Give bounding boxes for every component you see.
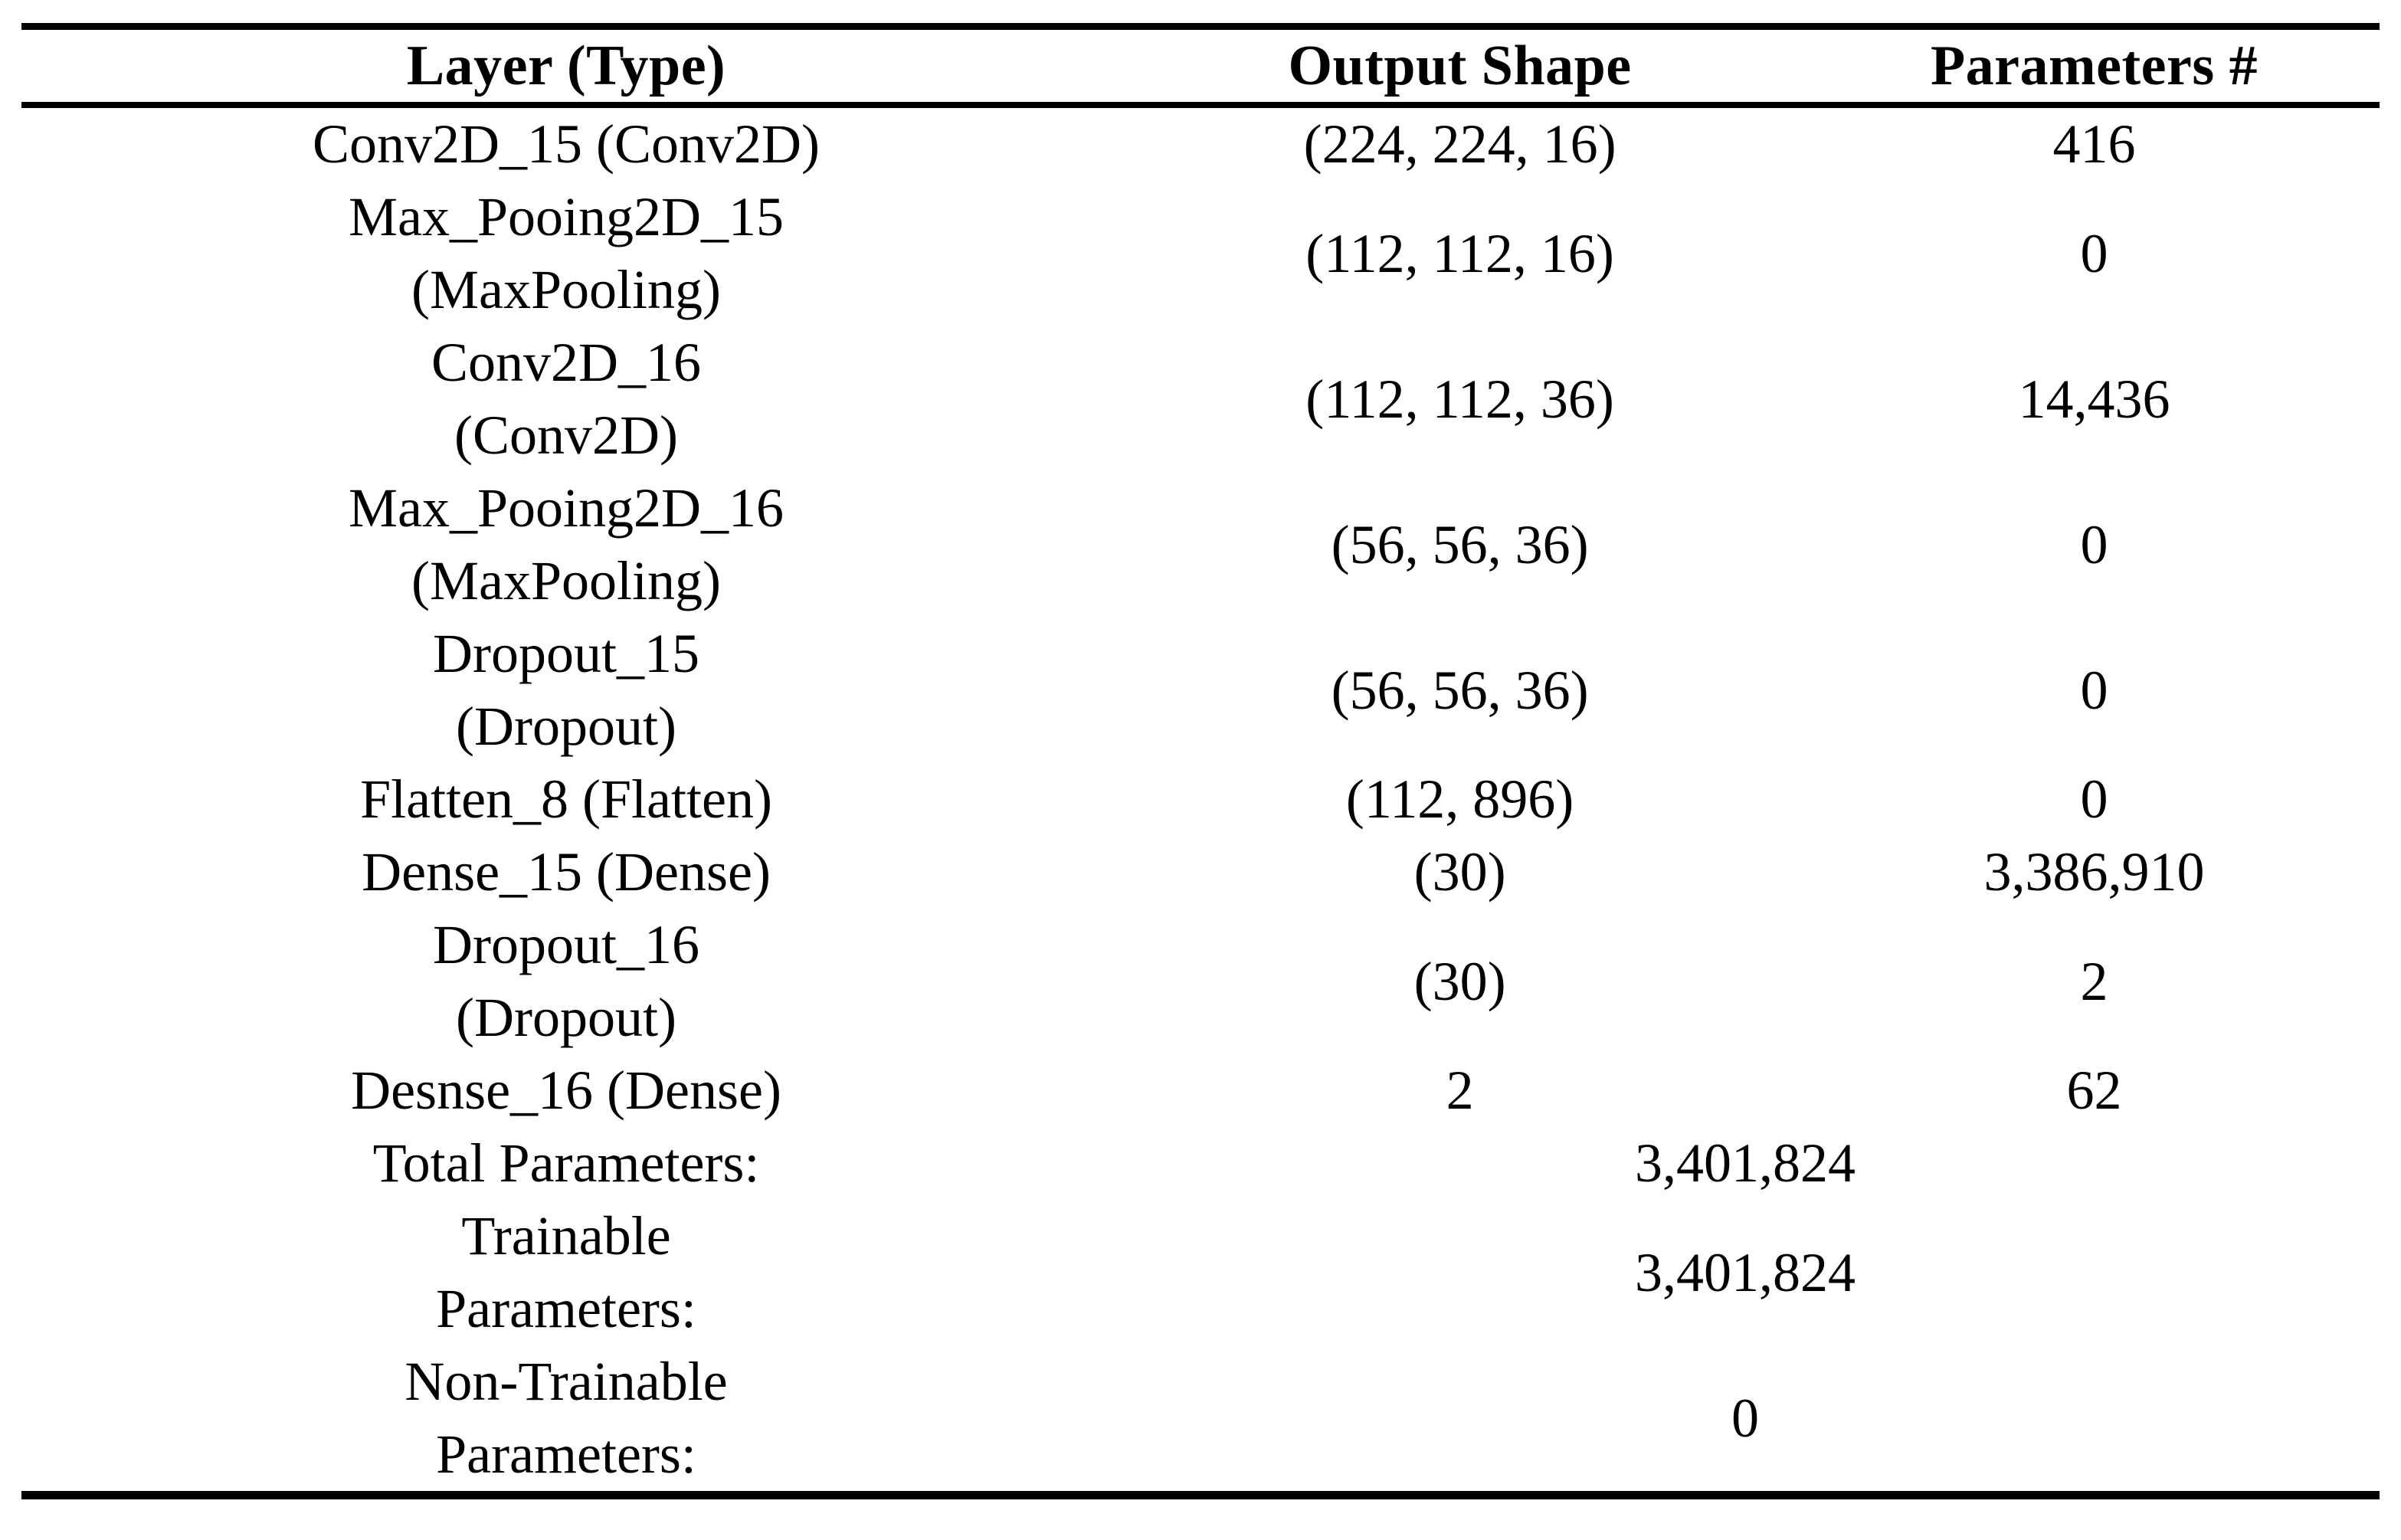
layer-type-cell: Conv2D_16 (Conv2D) [21, 326, 1111, 472]
table-row: Conv2D_15 (Conv2D) (224, 224, 16) 416 [21, 105, 2380, 181]
cell-line: (Dropout) [456, 987, 676, 1048]
cell-line: Dense_15 (Dense) [362, 841, 771, 903]
cell-line: 0 [2080, 222, 2108, 284]
cell-line: 0 [2080, 513, 2108, 575]
column-header-parameters: Parameters # [1809, 26, 2380, 108]
column-header-layer-type: Layer (Type) [21, 26, 1112, 108]
layer-type-cell: Dropout_15 (Dropout) [21, 618, 1111, 763]
parameters-cell: 0 [1809, 618, 2380, 763]
table-row: Dense_15 (Dense) (30) 3,386,910 [21, 836, 2380, 909]
cell-line: Parameters: [436, 1424, 696, 1485]
summary-value-cell: 0 [1111, 1345, 2380, 1496]
summary-label-cell: Trainable Parameters: [21, 1200, 1111, 1345]
table-row: Dropout_15 (Dropout) (56, 56, 36) 0 [21, 618, 2380, 763]
summary-value-cell: 3,401,824 [1111, 1127, 2380, 1200]
cell-line: Parameters: [436, 1278, 696, 1339]
cell-line: 416 [2052, 113, 2136, 175]
output-shape-cell: (112, 112, 36) [1111, 326, 1809, 472]
output-shape-cell: (30) [1111, 909, 1809, 1054]
header-row: Layer (Type) Output Shape Parameters # [21, 26, 2380, 108]
output-shape-cell: (56, 56, 36) [1111, 618, 1809, 763]
cell-line: 2 [1446, 1060, 1474, 1121]
output-shape-cell: (112, 112, 16) [1111, 181, 1809, 326]
cell-line: (MaxPooling) [411, 550, 721, 611]
table-body: Conv2D_15 (Conv2D) (224, 224, 16) 416 Max_P… [21, 105, 2380, 1496]
cell-line: (MaxPooling) [411, 259, 721, 320]
cell-line: 2 [2080, 950, 2108, 1012]
summary-row: Non-Trainable Parameters: 0 [21, 1345, 2380, 1496]
table-row: Desnse_16 (Dense) 2 62 [21, 1054, 2380, 1127]
layer-type-cell: Dense_15 (Dense) [21, 836, 1111, 909]
cell-line: 62 [2066, 1060, 2122, 1121]
table-header: Layer (Type) Output Shape Parameters # [21, 26, 2380, 108]
output-shape-cell: (112, 896) [1111, 763, 1809, 836]
output-shape-cell: (30) [1111, 836, 1809, 909]
cell-line: (30) [1413, 841, 1506, 903]
cell-line: (56, 56, 36) [1331, 659, 1589, 721]
cell-line: (30) [1413, 950, 1506, 1012]
output-shape-cell: (224, 224, 16) [1111, 105, 1809, 181]
table-row: Max_Pooing2D_16 (MaxPooling) (56, 56, 36) 0 [21, 472, 2380, 618]
cell-line: 0 [1731, 1387, 1760, 1449]
cell-line: Conv2D_16 [431, 332, 702, 393]
cell-line: 3,401,824 [1635, 1241, 1856, 1303]
cell-line: Flatten_8 (Flatten) [360, 768, 772, 830]
cell-line: 0 [2080, 659, 2108, 721]
cell-line: 14,436 [2018, 368, 2170, 430]
summary-label-cell: Total Parameters: [21, 1127, 1111, 1200]
cell-line: Trainable [461, 1205, 671, 1266]
cell-line: Dropout_15 [433, 623, 699, 684]
cell-line: (Conv2D) [454, 405, 678, 466]
cell-line: Non-Trainable [405, 1351, 728, 1412]
cell-line: (224, 224, 16) [1303, 113, 1616, 175]
cell-line: (112, 896) [1345, 768, 1574, 830]
cell-line: (112, 112, 36) [1305, 368, 1614, 430]
parameters-cell: 2 [1809, 909, 2380, 1054]
cell-line: 3,386,910 [1983, 841, 2205, 903]
model-summary-table: Layer (Type) Output Shape Parameters # C… [21, 23, 2380, 1499]
parameters-cell: 0 [1809, 181, 2380, 326]
layer-type-cell: Max_Pooing2D_16 (MaxPooling) [21, 472, 1111, 618]
cell-line: (112, 112, 16) [1305, 222, 1614, 284]
output-shape-cell: (56, 56, 36) [1111, 472, 1809, 618]
cell-line: (56, 56, 36) [1331, 513, 1589, 575]
summary-row: Trainable Parameters: 3,401,824 [21, 1200, 2380, 1345]
summary-row: Total Parameters: 3,401,824 [21, 1127, 2380, 1200]
table-row: Dropout_16 (Dropout) (30) 2 [21, 909, 2380, 1054]
parameters-cell: 416 [1809, 105, 2380, 181]
column-header-output-shape: Output Shape [1111, 26, 1810, 108]
cell-line: Total Parameters: [372, 1132, 760, 1194]
parameters-cell: 0 [1809, 763, 2380, 836]
parameters-cell: 3,386,910 [1809, 836, 2380, 909]
cell-line: (Dropout) [456, 696, 676, 757]
layer-type-cell: Desnse_16 (Dense) [21, 1054, 1111, 1127]
cell-line: Dropout_16 [433, 914, 699, 975]
layer-type-cell: Flatten_8 (Flatten) [21, 763, 1111, 836]
summary-label-cell: Non-Trainable Parameters: [21, 1345, 1111, 1496]
output-shape-cell: 2 [1111, 1054, 1809, 1127]
cell-line: Max_Pooing2D_15 [349, 186, 785, 247]
summary-value-cell: 3,401,824 [1111, 1200, 2380, 1345]
table-row: Conv2D_16 (Conv2D) (112, 112, 36) 14,436 [21, 326, 2380, 472]
table-row: Flatten_8 (Flatten) (112, 896) 0 [21, 763, 2380, 836]
parameters-cell: 0 [1809, 472, 2380, 618]
cell-line: Desnse_16 (Dense) [351, 1060, 781, 1121]
cell-line: Conv2D_15 (Conv2D) [313, 113, 821, 175]
table-row: Max_Pooing2D_15 (MaxPooling) (112, 112, 16… [21, 181, 2380, 326]
cell-line: 3,401,824 [1635, 1132, 1856, 1194]
layer-type-cell: Dropout_16 (Dropout) [21, 909, 1111, 1054]
layer-type-cell: Max_Pooing2D_15 (MaxPooling) [21, 181, 1111, 326]
cell-line: 0 [2080, 768, 2108, 830]
cell-line: Max_Pooing2D_16 [349, 477, 785, 539]
parameters-cell: 14,436 [1809, 326, 2380, 472]
parameters-cell: 62 [1809, 1054, 2380, 1127]
layer-type-cell: Conv2D_15 (Conv2D) [21, 105, 1111, 181]
